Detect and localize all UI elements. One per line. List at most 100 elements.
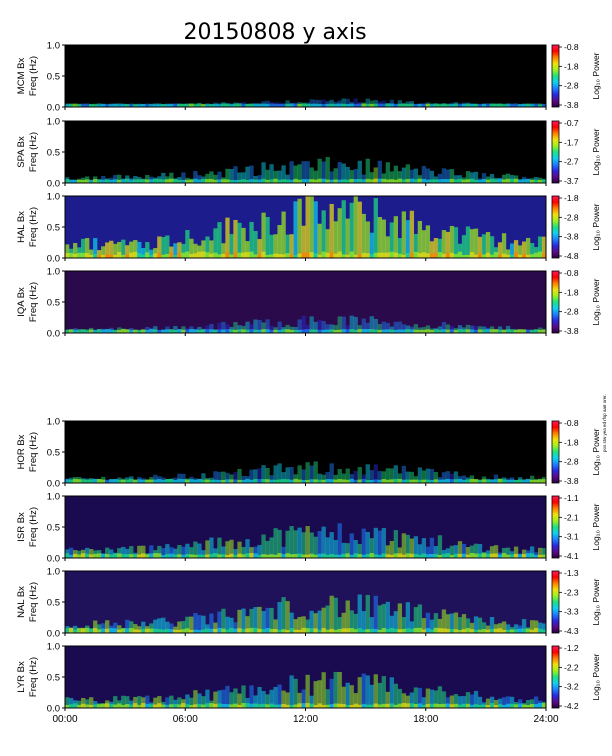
spectrogram-texture — [65, 671, 547, 708]
colorbar — [551, 495, 560, 559]
y-tick-label: 0.5 — [47, 523, 60, 534]
colorbar — [551, 120, 560, 184]
y-tick-label: 1.0 — [47, 567, 60, 578]
colorbar-tick-label: -1.8 — [564, 193, 579, 203]
y-tick-label: 1.0 — [47, 642, 60, 653]
colorbar-tick-label: -4.1 — [564, 551, 579, 561]
spectrogram-texture — [65, 196, 547, 258]
station-label: IQA Bx — [16, 287, 27, 317]
colorbar-tick-label: -3.8 — [564, 476, 579, 486]
freq-axis-label: Freq (Hz) — [28, 282, 39, 322]
y-tick-label: 0.5 — [47, 223, 60, 234]
x-tick-label: 12:00 — [293, 714, 318, 725]
panel-2: 0.0 0.5 1.0 SPA Bx Freq (Hz) -0.7 -1.7 -2.7 -3.7… — [16, 117, 601, 190]
y-tick-label: 1.0 — [47, 41, 60, 52]
colorbar — [551, 270, 560, 334]
x-tick-label: 06:00 — [173, 714, 198, 725]
colorbar-tick-label: -1.8 — [564, 61, 579, 71]
side-note: pos stw yea ed rfsp aa6 orer. — [602, 394, 607, 452]
y-tick-label: 0.0 — [47, 103, 60, 114]
station-label: LYR Bx — [16, 661, 27, 693]
freq-axis-label: Freq (Hz) — [28, 132, 39, 172]
freq-axis-label: Freq (Hz) — [28, 657, 39, 697]
colorbar-tick-label: -3.8 — [564, 100, 579, 110]
colorbar-tick-label: -2.1 — [564, 512, 579, 522]
colorbar-tick-label: -3.8 — [564, 326, 579, 336]
colorbar — [551, 420, 560, 484]
colorbar-tick-label: -1.1 — [564, 493, 579, 503]
colorbar-tick-label: -4.2 — [564, 701, 579, 711]
freq-axis-label: Freq (Hz) — [28, 207, 39, 247]
colorbar-tick-label: -1.2 — [564, 643, 579, 653]
y-tick-label: 1.0 — [47, 417, 60, 428]
freq-axis-label: Freq (Hz) — [28, 507, 39, 547]
colorbar-tick-label: -1.8 — [564, 437, 579, 447]
spectrogram-texture — [65, 315, 547, 333]
colorbar-tick-label: -2.7 — [564, 157, 579, 167]
station-label: SPA Bx — [16, 136, 27, 168]
colorbar-label: Log₁₀ Power — [591, 428, 601, 475]
y-tick-label: 0.0 — [47, 479, 60, 490]
colorbar-tick-label: -3.7 — [564, 176, 579, 186]
colorbar-tick-label: -1.3 — [564, 568, 579, 578]
colorbar-tick-label: -0.7 — [564, 118, 579, 128]
colorbar-tick-label: -2.3 — [564, 587, 579, 597]
y-tick-label: 0.5 — [47, 673, 60, 684]
colorbar-tick-label: -4.8 — [564, 251, 579, 261]
colorbar-tick-label: -1.7 — [564, 137, 579, 147]
freq-axis-label: Freq (Hz) — [28, 432, 39, 472]
colorbar-label: Log₁₀ Power — [591, 128, 601, 175]
colorbar-label: Log₁₀ Power — [591, 503, 601, 550]
x-tick-label: 24:00 — [533, 714, 558, 725]
colorbar-label: Log₁₀ Power — [591, 653, 601, 700]
panel-5: 0.0 0.5 1.0 HOR Bx Freq (Hz) -0.8 -1.8 -2.8 -3.8… — [16, 417, 601, 490]
x-tick-label: 18:00 — [413, 714, 438, 725]
y-tick-label: 0.0 — [47, 179, 60, 190]
colorbar-label: Log₁₀ Power — [591, 203, 601, 250]
freq-axis-label: Freq (Hz) — [28, 582, 39, 622]
colorbar — [551, 645, 560, 709]
station-label: HOR Bx — [16, 434, 27, 469]
colorbar-tick-label: -3.2 — [564, 682, 579, 692]
y-tick-label: 1.0 — [47, 192, 60, 203]
station-label: ISR Bx — [16, 512, 27, 542]
panel-8: 0.0 0.5 1.0 LYR Bx Freq (Hz) -1.2 -2.2 -3.2 -4.2… — [16, 642, 601, 715]
y-tick-label: 0.0 — [47, 704, 60, 715]
colorbar-tick-label: -3.8 — [564, 232, 579, 242]
panel-6: 0.0 0.5 1.0 ISR Bx Freq (Hz) -1.1 -2.1 -3.1 -4.1… — [16, 492, 601, 565]
colorbar-tick-label: -0.8 — [564, 418, 579, 428]
colorbar-tick-label: -3.1 — [564, 532, 579, 542]
spectrogram-area — [65, 271, 546, 333]
colorbar — [551, 195, 560, 259]
freq-axis-label: Freq (Hz) — [28, 56, 39, 96]
colorbar-tick-label: -2.2 — [564, 662, 579, 672]
panel-3: 0.0 0.5 1.0 HAL Bx Freq (Hz) -1.8 -2.8 -3.8 -4.8… — [16, 192, 601, 265]
spectrogram-area — [65, 421, 546, 483]
colorbar-tick-label: -2.8 — [564, 81, 579, 91]
colorbar-label: Log₁₀ Power — [591, 578, 601, 625]
colorbar-tick-label: -2.8 — [564, 457, 579, 467]
y-tick-label: 0.0 — [47, 554, 60, 565]
colorbar-label: Log₁₀ Power — [591, 278, 601, 325]
colorbar-tick-label: -2.8 — [564, 212, 579, 222]
panel-1: 0.0 0.5 1.0 MCM Bx Freq (Hz) -0.8 -1.8 -2.8 -3.8… — [16, 41, 601, 114]
y-tick-label: 0.5 — [47, 72, 60, 83]
spectrogram-area — [65, 121, 546, 183]
colorbar-tick-label: -0.8 — [564, 42, 579, 52]
spectrogram-texture — [65, 523, 547, 558]
y-tick-label: 0.0 — [47, 629, 60, 640]
spectrogram-area — [65, 45, 546, 107]
colorbar-tick-label: -1.8 — [564, 287, 579, 297]
y-tick-label: 0.5 — [47, 298, 60, 309]
spectrogram-texture — [65, 157, 547, 183]
colorbar — [551, 44, 560, 108]
x-axis: 00:00 06:00 12:00 18:00 24:00 — [52, 714, 558, 725]
spectrogram-texture — [65, 594, 547, 633]
y-tick-label: 0.0 — [47, 329, 60, 340]
y-tick-label: 1.0 — [47, 492, 60, 503]
y-tick-label: 0.5 — [47, 448, 60, 459]
y-tick-label: 1.0 — [47, 267, 60, 278]
colorbar-tick-label: -4.3 — [564, 626, 579, 636]
